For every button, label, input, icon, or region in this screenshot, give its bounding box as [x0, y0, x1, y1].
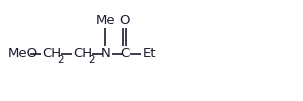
Text: CH: CH	[73, 47, 92, 60]
Text: C: C	[120, 47, 129, 60]
Text: Et: Et	[143, 47, 157, 60]
Text: CH: CH	[42, 47, 61, 60]
Text: MeO: MeO	[8, 47, 38, 60]
Text: O: O	[119, 14, 130, 27]
Text: 2: 2	[88, 55, 95, 65]
Text: N: N	[101, 47, 110, 60]
Text: 2: 2	[57, 55, 64, 65]
Text: Me: Me	[96, 14, 115, 27]
